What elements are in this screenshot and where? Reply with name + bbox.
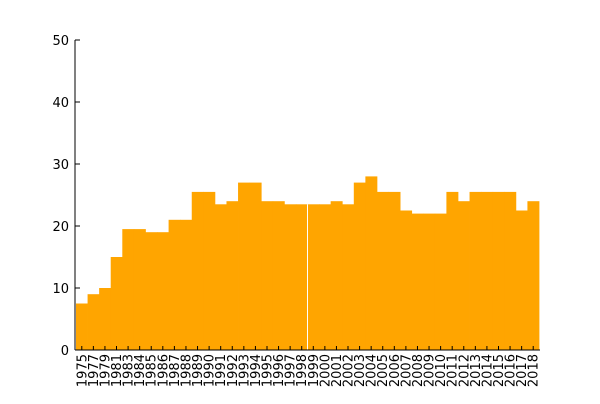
x-tick-label: 2006 (388, 354, 403, 387)
y-tick-label: 30 (52, 158, 69, 173)
x-tick-label: 1981 (110, 354, 125, 387)
bar-1998 (295, 204, 308, 350)
y-ticks-group: 0 10 20 30 40 50 (52, 34, 80, 359)
bar-1975 (76, 303, 88, 350)
x-tick-label: 1997 (284, 354, 299, 387)
axes-group (74, 40, 540, 351)
x-tick-label: 1988 (179, 354, 194, 387)
x-tick-label: 2014 (480, 354, 495, 387)
bar-2012 (457, 201, 470, 350)
x-tick-label: 1987 (168, 354, 183, 387)
bar-1988 (180, 219, 193, 350)
bar-1984 (133, 229, 146, 350)
x-tick-label: 1977 (87, 354, 102, 387)
x-tick-label: 2000 (318, 354, 333, 387)
y-tick-label: 10 (52, 282, 69, 297)
x-tick-label: 1998 (295, 354, 310, 387)
bar-1995 (261, 201, 274, 350)
x-tick-label: 2007 (399, 354, 414, 387)
x-tick-label: 2002 (342, 354, 357, 387)
x-tick-label: 2018 (527, 354, 542, 387)
x-tick-label: 2013 (469, 354, 484, 387)
x-tick-label: 1975 (75, 354, 90, 387)
x-tick-label: 1991 (214, 354, 229, 387)
x-tick-label: 2012 (457, 354, 472, 387)
x-tick-label: 1983 (122, 354, 137, 387)
x-tick-label: 1994 (249, 354, 264, 387)
bar-2010 (434, 213, 447, 350)
bar-1991 (214, 204, 227, 350)
bar-2001 (330, 201, 343, 350)
bar-1992 (226, 201, 239, 350)
x-tick-label: 1996 (272, 354, 287, 387)
bar-1999 (307, 204, 320, 350)
bar-1990 (203, 191, 216, 350)
x-tick-label: 1979 (98, 354, 113, 387)
bar-1979 (99, 288, 112, 350)
x-tick-label: 2005 (376, 354, 391, 387)
bar-1986 (157, 232, 169, 350)
x-tick-label: 1992 (226, 354, 241, 387)
bar-2000 (319, 204, 332, 350)
x-tick-label: 1984 (133, 354, 148, 387)
bar-2003 (353, 182, 366, 350)
y-tick-label: 40 (52, 96, 69, 111)
x-tick-label: 1995 (260, 354, 275, 387)
bar-2013 (469, 191, 482, 350)
x-tick-label: 2004 (365, 354, 380, 387)
bar-1985 (145, 232, 158, 350)
bar-1996 (272, 201, 285, 350)
bar-2011 (446, 191, 459, 350)
x-tick-label: 2015 (492, 354, 507, 387)
bar-1997 (284, 204, 297, 350)
x-tick-label: 1985 (145, 354, 160, 387)
x-tick-label: 1993 (237, 354, 252, 387)
x-tick-label: 1999 (307, 354, 322, 387)
bar-1983 (122, 229, 135, 350)
x-tick-label: 2008 (411, 354, 426, 387)
bar-1994 (249, 182, 262, 350)
x-tick-label: 1990 (203, 354, 218, 387)
y-tick-label: 20 (52, 220, 69, 235)
x-tick-label: 2017 (515, 354, 530, 387)
bar-2009 (423, 213, 436, 350)
bars-group (76, 176, 540, 350)
x-tick-label: 2016 (504, 354, 519, 387)
bar-1981 (110, 257, 123, 350)
x-tick-label: 1989 (191, 354, 206, 387)
bar-1989 (191, 191, 204, 350)
bar-2008 (411, 213, 424, 350)
bar-2005 (376, 191, 389, 350)
bar-2006 (388, 191, 401, 350)
bar-2018 (527, 201, 540, 350)
x-tick-label: 2011 (446, 354, 461, 387)
y-tick-label: 50 (52, 34, 69, 49)
bar-2004 (365, 176, 378, 350)
bar-2017 (515, 210, 528, 350)
bar-1993 (238, 182, 251, 350)
bar-2016 (504, 191, 517, 350)
x-tick-label: 1986 (156, 354, 171, 387)
bar-1987 (168, 219, 181, 350)
bar-2002 (342, 204, 355, 350)
y-tick-label: 0 (61, 344, 69, 359)
x-tick-label: 2003 (353, 354, 368, 387)
x-tick-label: 2001 (330, 354, 345, 387)
bar-1977 (87, 294, 100, 350)
x-tick-label: 2010 (434, 354, 449, 387)
bar-2007 (400, 210, 413, 350)
bar-2014 (481, 191, 494, 350)
bar-2015 (492, 191, 505, 350)
x-tick-label: 2009 (423, 354, 438, 387)
x-ticks-group: 1975197719791981198319841985198619871988… (75, 346, 542, 387)
